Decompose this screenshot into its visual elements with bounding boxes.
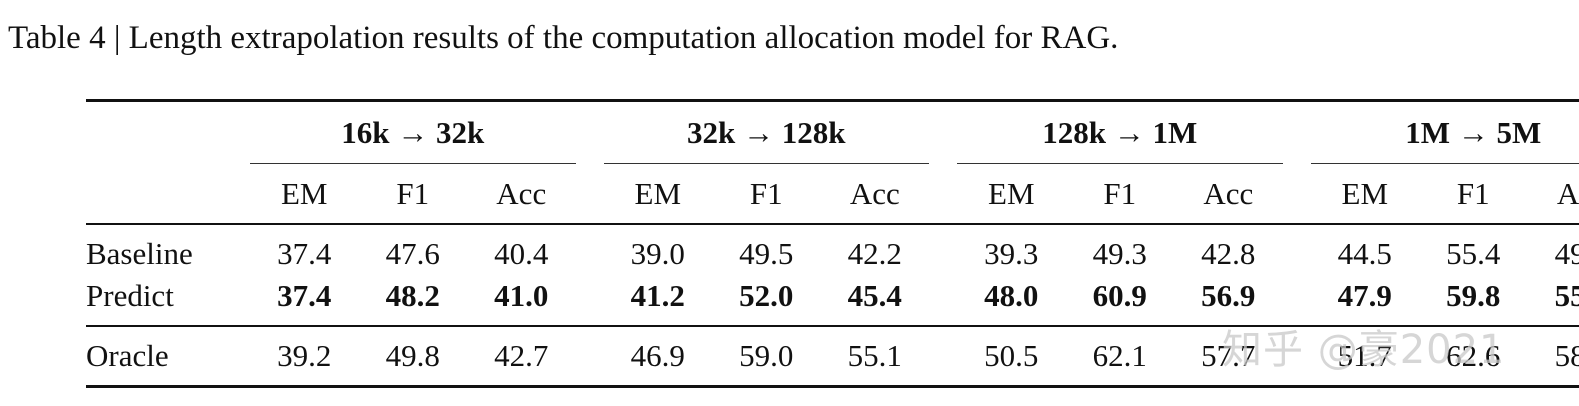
group-header-32k-128k: 32k → 128k — [603, 99, 930, 165]
header-empty-cell — [86, 99, 250, 164]
metric-header-acc: Acc — [1174, 164, 1283, 225]
gap-cell — [929, 275, 958, 327]
metric-header-row: EM F1 Acc EM F1 Acc EM F1 Acc EM F1 Acc — [86, 164, 1579, 225]
header-gap — [929, 164, 958, 225]
watermark: 知乎 @豪2021 — [1222, 327, 1506, 373]
header-gap — [575, 164, 604, 225]
header-gap — [929, 99, 958, 164]
metric-header-em: EM — [250, 164, 359, 225]
table-caption: Table 4 | Length extrapolation results o… — [8, 20, 1119, 56]
table-cell: 50.5 — [957, 326, 1066, 388]
table-body: Baseline 37.4 47.6 40.4 39.0 49.5 42.2 3… — [86, 224, 1579, 388]
gap-cell — [576, 224, 604, 275]
group-header-16k-32k: 16k → 32k — [250, 99, 576, 165]
metric-header-em: EM — [957, 164, 1066, 225]
table-cell: 59.8 — [1419, 275, 1528, 327]
gap-cell — [1283, 224, 1311, 275]
gap-cell — [575, 326, 604, 388]
metric-header-acc: Acc — [1527, 164, 1579, 225]
metric-header-f1: F1 — [712, 164, 821, 225]
table-cell: 60.9 — [1065, 275, 1175, 327]
table-cell: 41.0 — [467, 275, 576, 327]
table-row-oracle: Oracle 39.2 49.8 42.7 46.9 59.0 55.1 50.… — [86, 326, 1579, 388]
table-row-baseline: Baseline 37.4 47.6 40.4 39.0 49.5 42.2 3… — [86, 224, 1579, 275]
results-table: 16k → 32k 32k → 128k 128k → 1M 1M → 5M E… — [86, 99, 1579, 388]
table-cell: 39.2 — [250, 326, 359, 388]
table-cell: 49.8 — [1554, 236, 1579, 271]
table-cell: 55.1 — [820, 326, 930, 388]
table-cell: 62.6 — [1419, 326, 1528, 388]
header-empty-cell — [86, 164, 250, 225]
table-cell: 42.7 — [467, 326, 576, 388]
table-cell: 47.9 — [1310, 275, 1420, 327]
table-cell: 40.4 — [494, 236, 549, 271]
table-cell: 46.9 — [603, 326, 713, 388]
group-header-1m-5m: 1M → 5M — [1310, 99, 1579, 165]
table-cell: 47.6 — [385, 236, 440, 271]
header-gap — [1282, 164, 1311, 225]
metric-header-em: EM — [603, 164, 713, 225]
header-gap — [1282, 99, 1311, 164]
table-cell: 58.1 — [1527, 326, 1579, 388]
table-cell: 49.3 — [1092, 236, 1147, 271]
table-cell: 52.0 — [712, 275, 821, 327]
table-cell: 48.0 — [957, 275, 1066, 327]
gap-cell — [1282, 326, 1311, 388]
gap-cell — [929, 224, 957, 275]
results-table-container: 16k → 32k 32k → 128k 128k → 1M 1M → 5M E… — [86, 99, 1579, 388]
table-cell: 37.4 — [250, 275, 359, 327]
table-cell: 48.2 — [358, 275, 467, 327]
group-header-row: 16k → 32k 32k → 128k 128k → 1M 1M → 5M — [86, 99, 1579, 165]
table-cell: 49.8 — [358, 326, 467, 388]
row-label: Baseline — [86, 236, 193, 271]
table-cell: 55.2 — [1527, 275, 1579, 327]
header-gap — [575, 99, 604, 164]
table-cell: 56.9 — [1174, 275, 1283, 327]
table-cell: 42.2 — [847, 236, 902, 271]
gap-cell — [929, 326, 958, 388]
table-cell: 49.5 — [739, 236, 794, 271]
metric-header-acc: Acc — [820, 164, 930, 225]
table-cell: 59.0 — [712, 326, 821, 388]
group-header-128k-1m: 128k → 1M — [957, 99, 1283, 165]
gap-cell — [1282, 275, 1311, 327]
row-label: Oracle — [86, 326, 250, 388]
table-cell: 45.4 — [820, 275, 930, 327]
table-cell: 42.8 — [1201, 236, 1256, 271]
table-cell: 37.4 — [277, 236, 332, 271]
table-cell: 57.7 — [1174, 326, 1283, 388]
metric-header-acc: Acc — [467, 164, 576, 225]
table-cell: 39.3 — [984, 236, 1039, 271]
table-cell: 41.2 — [603, 275, 713, 327]
table-cell: 62.1 — [1065, 326, 1175, 388]
table-cell: 44.5 — [1337, 236, 1392, 271]
metric-header-em: EM — [1310, 164, 1420, 225]
metric-header-f1: F1 — [1065, 164, 1175, 225]
metric-header-f1: F1 — [358, 164, 467, 225]
table-cell: 39.0 — [630, 236, 685, 271]
gap-cell — [575, 275, 604, 327]
table-row-predict: Predict 37.4 48.2 41.0 41.2 52.0 45.4 48… — [86, 275, 1579, 327]
table-cell: 51.7 — [1310, 326, 1420, 388]
row-label: Predict — [86, 275, 250, 327]
table-cell: 55.4 — [1446, 236, 1501, 271]
metric-header-f1: F1 — [1419, 164, 1528, 225]
